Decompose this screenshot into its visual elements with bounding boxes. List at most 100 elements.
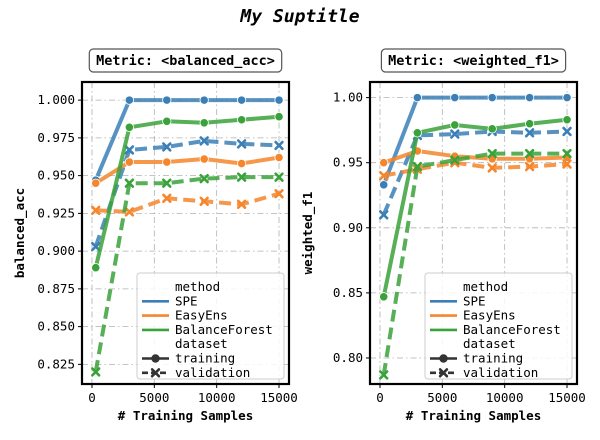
legend-title-method: method <box>463 279 508 294</box>
subplot-weighted-f1: Metric: <weighted_f1> 0 5000 10000 15000 0.80… <box>300 48 586 423</box>
series-balanceforest-training <box>379 115 572 302</box>
data-point <box>412 128 422 138</box>
y-tick-label: 0.90 <box>333 220 363 235</box>
x-tick-label: 5000 <box>427 390 457 405</box>
data-point <box>274 140 284 151</box>
data-point <box>379 370 389 380</box>
legend-label-training: training <box>175 351 235 366</box>
series-spe-training <box>91 95 284 185</box>
data-point <box>274 95 284 105</box>
series-line <box>93 138 280 248</box>
y-tick-label: 0.850 <box>37 319 75 334</box>
data-point <box>450 93 460 103</box>
data-point <box>236 199 247 210</box>
series-balanceforest-validation <box>91 172 284 377</box>
data-point <box>199 118 209 128</box>
x-tick-label: 0 <box>376 390 384 405</box>
series-easyens-training <box>91 152 284 188</box>
y-tick-label: 0.975 <box>37 130 75 145</box>
data-point <box>379 180 389 190</box>
data-point <box>524 128 535 138</box>
data-point <box>124 207 135 217</box>
data-point <box>199 154 209 164</box>
series-balanceforest-training <box>91 112 284 273</box>
data-point <box>274 189 284 199</box>
subplot-balanced-acc: Metric: <balanced_acc> 0 5000 10000 15000 0.8… <box>12 48 298 423</box>
data-point <box>487 148 497 159</box>
series-balanceforest-validation <box>379 148 572 380</box>
data-point <box>379 158 389 168</box>
y-tick-label: 0.900 <box>37 243 75 258</box>
legend-marker <box>439 354 448 363</box>
data-point <box>562 93 572 103</box>
series-line <box>94 155 280 185</box>
legend-frame <box>136 272 285 380</box>
y-tick-label: 0.825 <box>37 356 75 371</box>
data-point <box>162 157 172 167</box>
data-point <box>91 205 101 216</box>
series-line <box>93 98 279 181</box>
data-point <box>124 122 134 132</box>
y-tick-label: 1.00 <box>333 90 363 105</box>
data-point <box>124 145 135 155</box>
series-line <box>383 160 568 178</box>
legend-marker <box>150 368 161 378</box>
data-point <box>237 95 247 105</box>
y-axis-label: weighted_f1 <box>300 192 316 275</box>
subplot-title: Metric: <weighted_f1> <box>388 53 559 69</box>
data-point <box>124 95 134 105</box>
y-axis-label: balanced_acc <box>12 188 28 278</box>
data-point <box>450 120 460 130</box>
data-point <box>412 93 422 103</box>
data-point <box>199 136 209 146</box>
data-point <box>274 152 284 163</box>
y-tick-label: 0.950 <box>37 168 75 183</box>
data-point <box>91 263 101 273</box>
legend-title-dataset: dataset <box>463 336 516 351</box>
x-tick-label: 0 <box>88 390 96 405</box>
legend-title-method: method <box>175 279 220 294</box>
series-easyens-validation <box>91 189 284 217</box>
series-spe-training <box>379 93 572 190</box>
legend-label-training: training <box>463 351 523 366</box>
legend-marker <box>151 354 160 363</box>
series-line <box>381 129 568 216</box>
subplot-title: Metric: <balanced_acc> <box>96 53 275 69</box>
data-point <box>162 116 172 126</box>
data-point <box>487 124 497 134</box>
y-tick-label: 0.80 <box>333 350 363 365</box>
data-point <box>450 158 460 168</box>
data-point <box>91 178 101 188</box>
data-point <box>199 95 209 105</box>
data-point <box>562 159 572 169</box>
data-point <box>487 93 497 103</box>
data-point <box>379 210 389 220</box>
data-point <box>274 172 284 182</box>
data-point <box>162 95 172 105</box>
x-tick-label: 15000 <box>548 390 586 405</box>
legend-marker <box>438 368 449 378</box>
legend-label-validation: validation <box>463 365 538 380</box>
data-point <box>162 193 172 203</box>
data-point <box>487 163 497 173</box>
legend-label-validation: validation <box>175 365 250 380</box>
series-spe-validation <box>91 136 284 252</box>
data-point <box>237 115 247 125</box>
data-point <box>237 158 247 169</box>
data-point <box>124 178 135 188</box>
data-point <box>562 126 572 137</box>
y-tick-label: 0.925 <box>37 205 75 220</box>
x-tick-label: 5000 <box>139 390 169 405</box>
series-line <box>381 95 567 186</box>
series-line <box>93 175 279 373</box>
data-point <box>379 171 389 181</box>
axes-frame <box>368 80 579 386</box>
data-point <box>162 142 172 152</box>
data-point <box>450 155 460 165</box>
y-tick-label: 0.95 <box>333 155 363 170</box>
y-tick-label: 0.875 <box>37 281 75 296</box>
legend-title-dataset: dataset <box>175 336 228 351</box>
legend: methodSPEEasyEnsBalanceForestdatasettrai… <box>136 272 285 380</box>
x-axis-label: # Training Samples <box>118 408 253 423</box>
data-point <box>274 112 284 122</box>
